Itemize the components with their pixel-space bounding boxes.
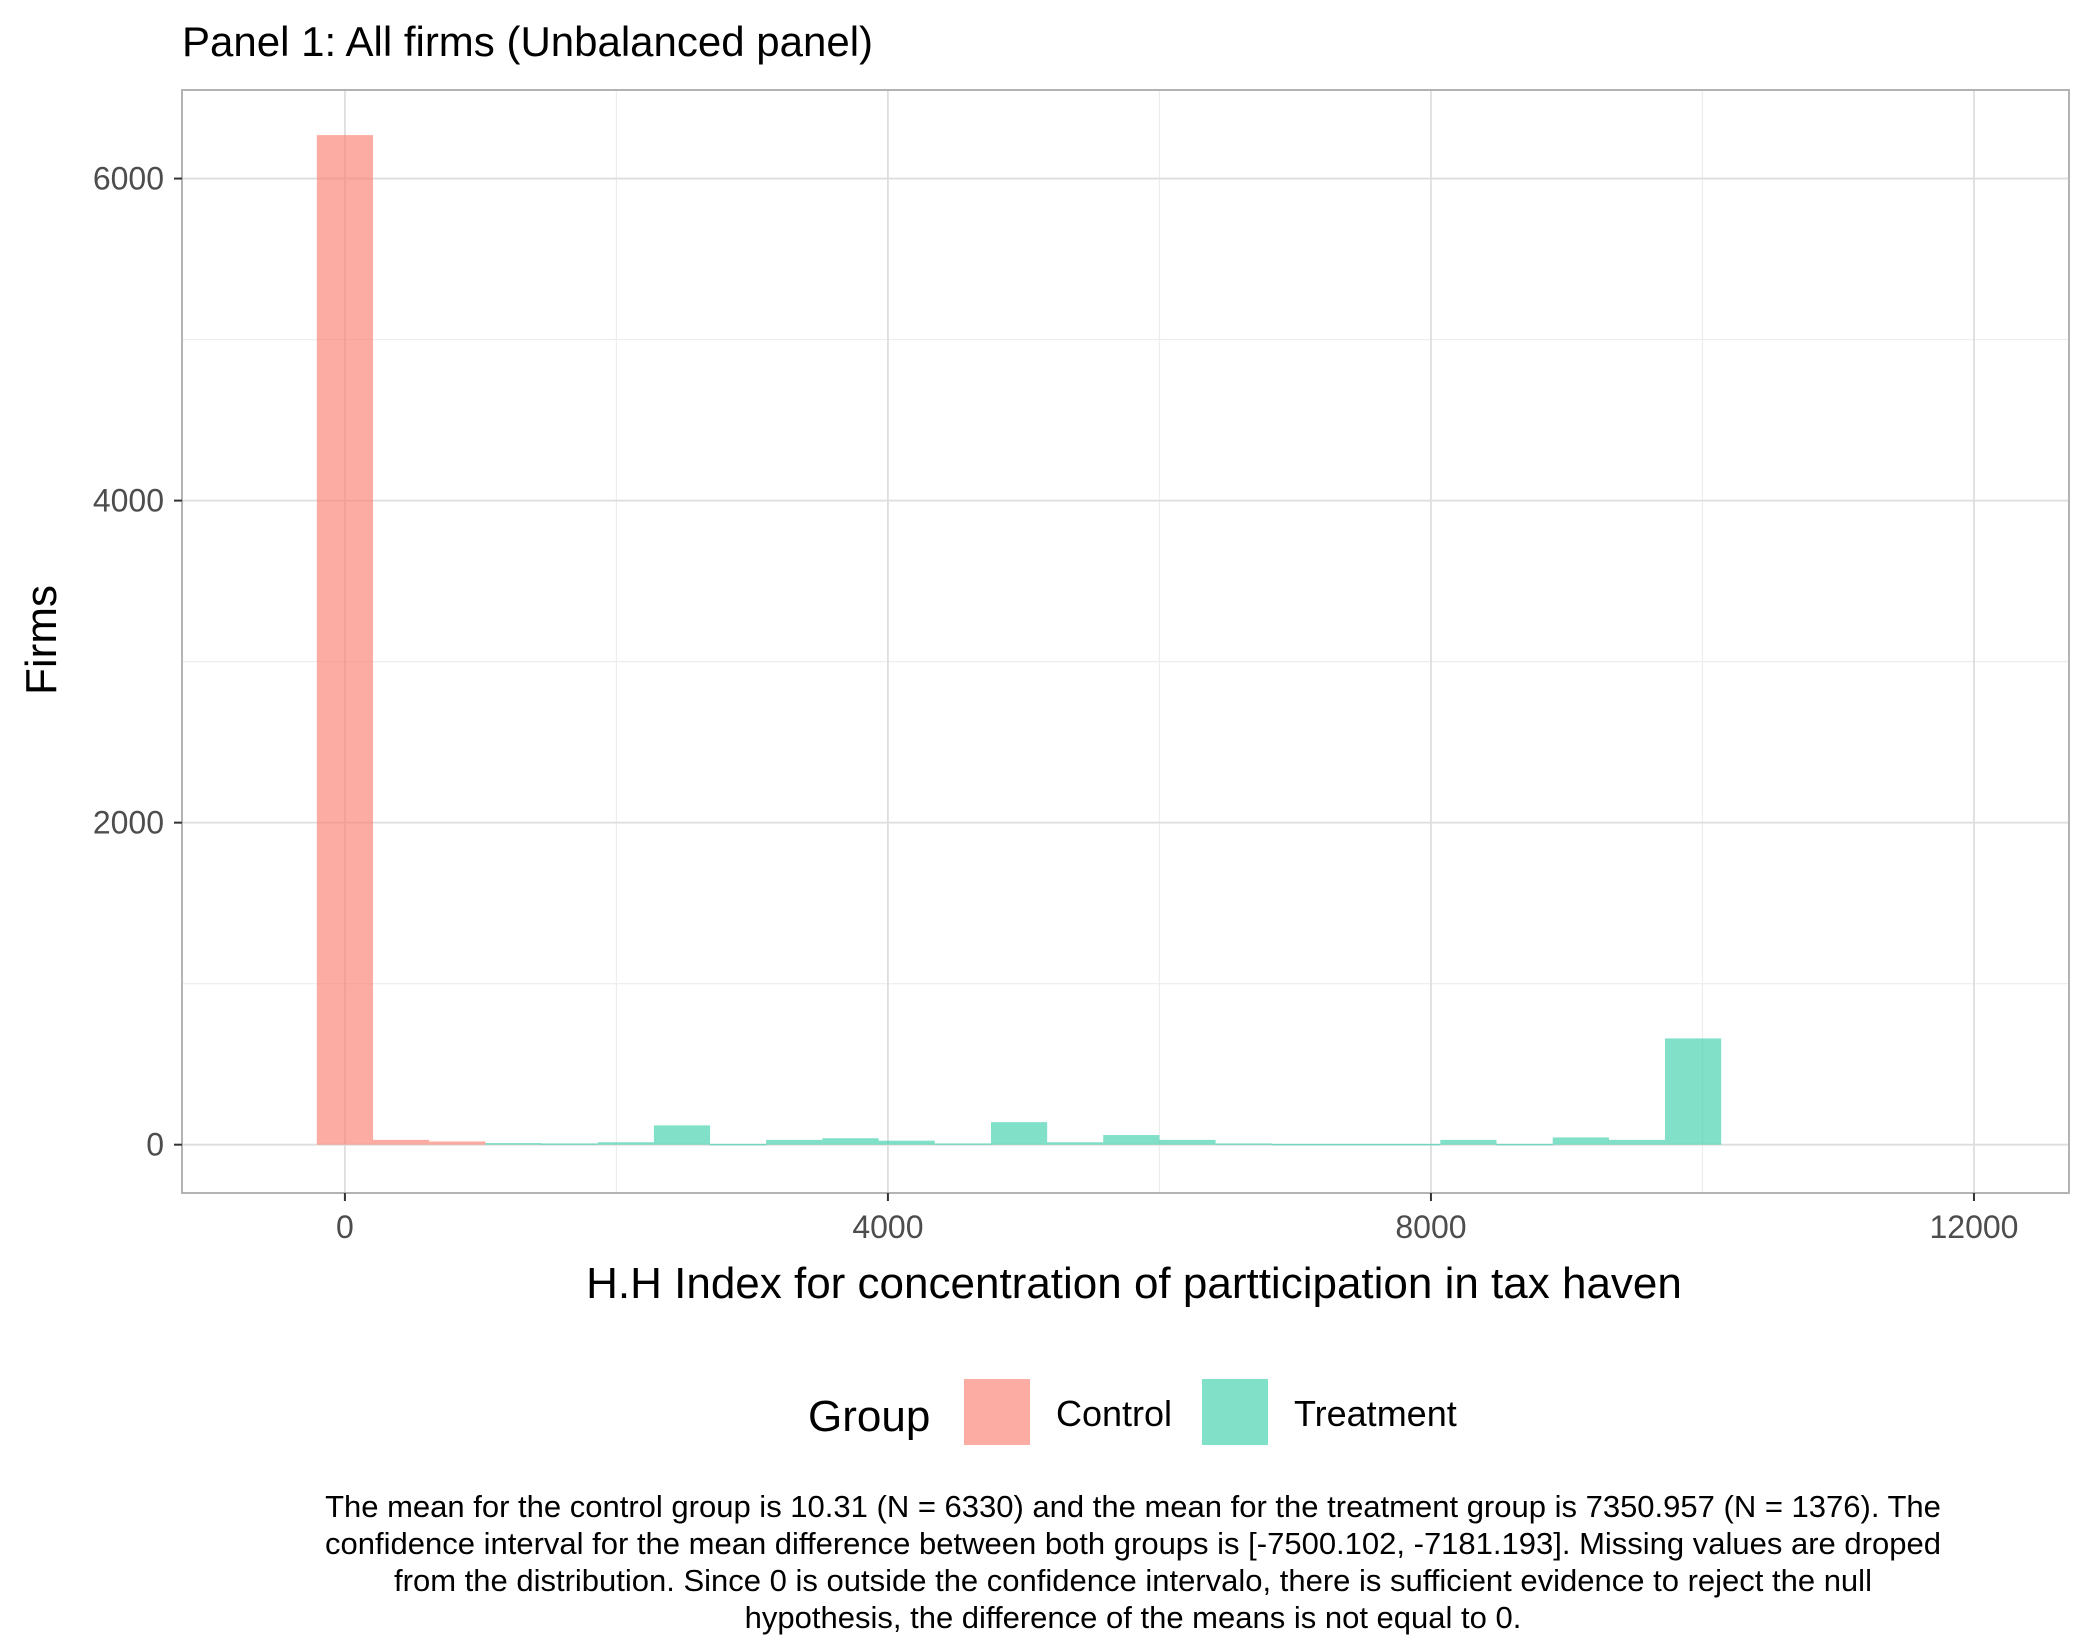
- bar-treatment: [485, 1143, 542, 1145]
- legend-label-control: Control: [1056, 1393, 1172, 1434]
- legend-key-treatment: [1202, 1379, 1268, 1445]
- caption-line: hypothesis, the difference of the means …: [744, 1600, 1522, 1635]
- y-tick-label: 0: [146, 1127, 164, 1163]
- histogram-bars: [316, 135, 1722, 1146]
- bar-treatment: [1047, 1142, 1104, 1145]
- bar-treatment: [1215, 1143, 1272, 1145]
- legend-key-control: [964, 1379, 1030, 1445]
- bar-treatment: [1496, 1143, 1553, 1146]
- bar-treatment: [934, 1143, 991, 1145]
- y-tick-label: 6000: [93, 161, 164, 197]
- x-tick-label: 8000: [1395, 1209, 1466, 1245]
- bar-control: [373, 1139, 430, 1145]
- plot-panel-border: [181, 89, 2070, 1194]
- grid-lines: [182, 90, 2069, 1193]
- bar-treatment: [1384, 1143, 1441, 1146]
- bar-treatment: [1608, 1139, 1665, 1145]
- bar-treatment: [597, 1142, 654, 1145]
- bar-control: [316, 135, 374, 1145]
- bar-treatment: [1552, 1137, 1609, 1145]
- x-tick-label: 12000: [1929, 1209, 2018, 1245]
- x-tick-label: 0: [336, 1209, 354, 1245]
- bar-treatment: [541, 1143, 598, 1145]
- bar-treatment: [1103, 1135, 1160, 1145]
- bar-treatment: [1440, 1139, 1497, 1145]
- bar-treatment: [1327, 1143, 1385, 1146]
- legend: Group Control Treatment: [808, 1379, 1457, 1445]
- bar-control: [429, 1141, 486, 1145]
- axis-ticks: 0 4000 8000 12000 0 2000 4000 6000: [93, 161, 2019, 1245]
- bar-treatment: [1271, 1143, 1329, 1146]
- bar-treatment: [990, 1122, 1048, 1145]
- chart-caption: The mean for the control group is 10.31 …: [150, 1488, 2100, 1636]
- bar-treatment: [1159, 1139, 1216, 1145]
- bar-treatment: [878, 1140, 935, 1145]
- caption-line: The mean for the control group is 10.31 …: [325, 1489, 1941, 1524]
- bar-treatment: [766, 1139, 823, 1145]
- legend-title: Group: [808, 1392, 930, 1441]
- bar-treatment: [710, 1143, 767, 1146]
- x-tick-label: 4000: [852, 1209, 923, 1245]
- caption-line: from the distribution. Since 0 is outsid…: [394, 1563, 1872, 1598]
- bar-treatment: [653, 1125, 711, 1145]
- bar-treatment: [1664, 1038, 1722, 1145]
- legend-label-treatment: Treatment: [1294, 1393, 1457, 1434]
- y-tick-label: 2000: [93, 805, 164, 841]
- y-tick-label: 4000: [93, 483, 164, 519]
- caption-line: confidence interval for the mean differe…: [325, 1526, 1941, 1561]
- x-axis-title: H.H Index for concentration of partticip…: [586, 1259, 1682, 1308]
- bar-treatment: [822, 1138, 879, 1145]
- chart-title: Panel 1: All firms (Unbalanced panel): [182, 18, 873, 65]
- y-axis-title: Firms: [17, 585, 66, 695]
